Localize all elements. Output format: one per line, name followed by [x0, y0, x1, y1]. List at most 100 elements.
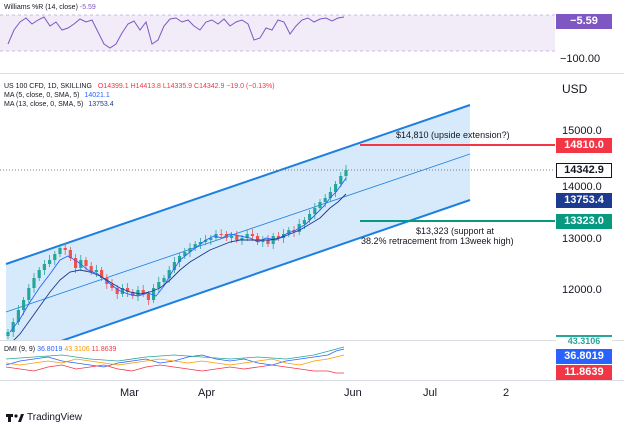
candle-body — [328, 192, 332, 198]
candle-body — [318, 202, 322, 208]
candle-body — [136, 290, 140, 296]
channel-fill — [6, 105, 470, 340]
dmi-value-2: 43.3106 — [64, 346, 90, 353]
dmi-minus-tag: 11.8639 — [556, 365, 612, 380]
dmi-value-3: 11.8639 — [91, 346, 117, 353]
candle-body — [58, 248, 62, 254]
candle-body — [339, 176, 343, 184]
tradingview-brand: TradingView — [27, 412, 83, 423]
candle-body — [32, 278, 36, 288]
candle-body — [167, 270, 171, 278]
candle-body — [94, 270, 98, 272]
last-price-tag: 14342.9 — [556, 163, 612, 178]
candle-body — [209, 238, 213, 240]
candle-body — [344, 170, 348, 176]
candle-body — [53, 254, 57, 260]
candle-body — [204, 240, 208, 242]
x-tick-jun: Jun — [344, 387, 362, 399]
candle-body — [313, 208, 317, 214]
candle-body — [198, 242, 202, 244]
candle-body — [334, 184, 338, 192]
x-tick-mar: Mar — [120, 387, 139, 399]
candle-body — [308, 214, 312, 220]
candle-body — [152, 288, 156, 300]
candle-body — [250, 234, 254, 236]
dmi-di-line — [5, 346, 345, 362]
x-tick-2: 2 — [503, 387, 510, 399]
candle-body — [323, 198, 327, 202]
price-pane[interactable]: US 100 CFD, 1D, SKILLING O14399.1 H14413… — [0, 74, 555, 340]
candle-body — [302, 220, 306, 224]
candle-body — [120, 288, 124, 294]
williams-r-axis-low: −100.00 — [560, 53, 601, 65]
ma13-line — [13, 193, 347, 340]
candle-body — [276, 236, 280, 238]
candle-body — [27, 288, 31, 300]
tradingview-logo[interactable]: TradingView — [6, 412, 82, 423]
candle-body — [214, 234, 218, 238]
dmi-value-1: 36.8019 — [37, 346, 63, 353]
candle-body — [48, 260, 52, 264]
y-tick-13000: 13000.0 — [562, 233, 602, 245]
candle-body — [266, 240, 270, 244]
candle-body — [22, 300, 26, 310]
candle-body — [16, 310, 20, 322]
pane-separator[interactable] — [0, 73, 624, 74]
candle-body — [245, 234, 249, 238]
tradingview-icon — [6, 413, 24, 422]
candle-body — [100, 270, 104, 278]
support-annotation-1: $13,323 (support at — [416, 226, 495, 236]
dmi-label[interactable]: DMI (9, 9) — [4, 346, 36, 353]
dmi-legend: DMI (9, 9) 36.8019 43.3106 11.8639 — [4, 345, 116, 354]
candle-body — [157, 282, 161, 288]
target-price-tag: 14810.0 — [556, 138, 612, 153]
candle-body — [188, 248, 192, 252]
x-tick-jul: Jul — [423, 387, 438, 399]
williams-r-line — [7, 16, 345, 49]
dmi-plus-line — [5, 348, 345, 368]
pane-separator[interactable] — [0, 340, 624, 341]
pane-separator — [0, 380, 624, 381]
candle-body — [230, 236, 234, 238]
symbol-title[interactable]: US 100 CFD, 1D, SKILLING — [4, 83, 92, 90]
support-price-tag: 13323.0 — [556, 214, 612, 229]
dmi-plot — [5, 346, 345, 374]
candle-body — [63, 248, 67, 250]
williams-r-value: -5.59 — [79, 4, 96, 11]
channel-mid-line — [5, 153, 471, 313]
candle-body — [84, 260, 88, 266]
dmi-plus-tag: 36.8019 — [556, 349, 612, 364]
ma13-value: 13753.4 — [88, 101, 114, 108]
ma13-price-tag: 13753.4 — [556, 193, 612, 208]
candle-body — [11, 322, 15, 332]
y-tick-15000: 15000.0 — [562, 125, 602, 137]
x-tick-apr: Apr — [198, 387, 216, 399]
candle-body — [141, 290, 145, 294]
support-annotation-2: 38.2% retracement from 13week high) — [361, 236, 514, 246]
candle-body — [172, 262, 176, 270]
candle-body — [178, 256, 182, 262]
candle-body — [235, 236, 239, 240]
candle-body — [68, 250, 72, 258]
candle-body — [219, 234, 223, 235]
candle-body — [37, 270, 41, 278]
williams-r-plot — [0, 14, 555, 52]
candle-body — [74, 258, 78, 268]
williams-r-pane[interactable]: Williams %R (14, close) -5.59 — [0, 0, 555, 72]
ma13-label[interactable]: MA (13, close, 0, SMA, 5) — [4, 101, 84, 108]
williams-r-value-tag: −5.59 — [556, 14, 612, 29]
dmi-hidden-tag: 43.3106 — [556, 335, 612, 345]
candle-body — [240, 238, 244, 240]
candle-body — [131, 292, 135, 296]
ma5-label[interactable]: MA (5, close, 0, SMA, 5) — [4, 92, 80, 99]
channel-lower-line — [60, 199, 471, 340]
candle-body — [162, 278, 166, 282]
dmi-pane[interactable]: DMI (9, 9) 36.8019 43.3106 11.8639 — [0, 341, 555, 379]
ma5-value: 14021.1 — [84, 92, 110, 99]
candle-body — [146, 294, 150, 300]
y-tick-14000: 14000.0 — [562, 181, 602, 193]
y-tick-12000: 12000.0 — [562, 284, 602, 296]
currency-label: USD — [562, 82, 588, 96]
candle-body — [261, 240, 265, 242]
price-legend: US 100 CFD, 1D, SKILLING O14399.1 H14413… — [4, 82, 275, 109]
